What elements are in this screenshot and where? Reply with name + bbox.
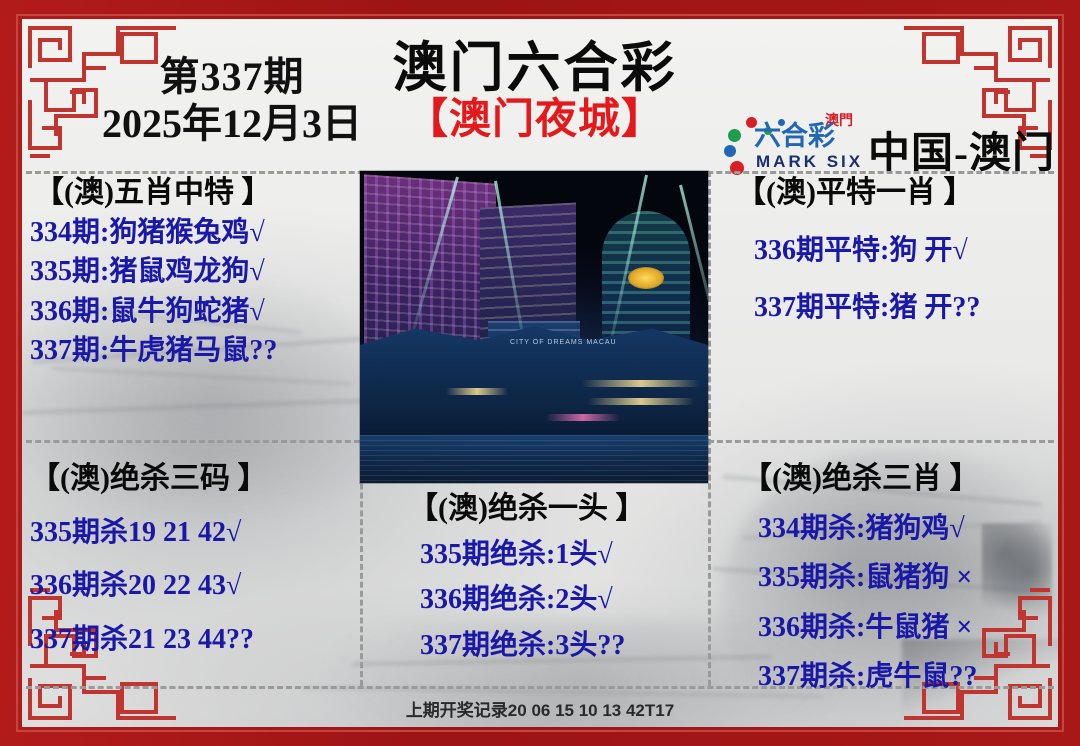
poster-header: 第337期 2025年12月3日 澳门六合彩 【澳门夜城】 澳門 六合彩 MAR… (22, 19, 1058, 177)
region-label: 中国-澳门 (868, 131, 1055, 177)
previous-draw-record: 上期开奖记录20 06 15 10 13 42T17 (405, 701, 675, 720)
panel-juesha-yitou: 【(澳)绝杀一头 】 335期绝杀:1头√ 336期绝杀:2头√ 337期绝杀:… (408, 492, 645, 661)
issue-block: 第337期 2025年12月3日 (102, 57, 362, 145)
photo-glow (546, 414, 620, 421)
panel-row: 337期杀:虎牛鼠?? (758, 661, 978, 693)
panel-row: 335期:猪鼠鸡龙狗√ (30, 256, 265, 288)
panel-row: 336期杀:牛鼠猪 × (758, 611, 973, 643)
issue-date: 2025年12月3日 (102, 101, 362, 146)
ink-wash-blob-left (22, 269, 402, 529)
panel-title: 【(澳)平特一肖 】 (736, 176, 974, 209)
inner-frame-line (16, 14, 1064, 732)
panel-row: 335期杀:鼠猪狗 × (758, 562, 973, 594)
panel-row: 337期绝杀:3头?? (420, 629, 626, 661)
logo-macau-label: 澳門 (825, 114, 853, 129)
photo-podium (360, 326, 708, 437)
panel-juesha-sanxiao: 【(澳)绝杀三肖 】 334期杀:猪狗鸡√ 335期杀:鼠猪狗 × 336期杀:… (742, 462, 979, 692)
panel-juesha-sanma: 【(澳)绝杀三码 】 335期杀19 21 42√ 336期杀20 22 43√… (30, 462, 267, 655)
page-title: 澳门六合彩 (392, 38, 678, 98)
panel-title: 【(澳)绝杀三肖 】 (742, 462, 980, 495)
logo-chinese-name: 六合彩 (754, 121, 835, 151)
issue-number: 第337期 (159, 54, 305, 99)
panel-row: 337期:牛虎猪马鼠?? (30, 335, 278, 367)
panel-row: 336期绝杀:2头√ (420, 584, 613, 616)
panel-row: 336期平特:狗 开√ (754, 235, 968, 266)
mark-six-logo: 澳門 六合彩 MARK SIX (722, 115, 862, 177)
panel-title: 【(澳)绝杀一头 】 (408, 492, 646, 525)
panel-pingte-yixiao: 【(澳)平特一肖 】 336期平特:狗 开√ 337期平特:猪 开?? (736, 176, 980, 324)
panel-row: 334期杀:猪狗鸡√ (758, 513, 965, 544)
title-block: 澳门六合彩 【澳门夜城】 (340, 38, 730, 144)
panel-wuxiao-zhongte: 【(澳)五肖中特 】 334期:狗猪猴兔鸡√ 335期:猪鼠鸡龙狗√ 336期:… (30, 176, 277, 366)
panel-row: 336期:鼠牛狗蛇猪√ (30, 295, 265, 327)
panel-row: 337期杀21 23 44?? (30, 623, 255, 655)
panel-title: 【(澳)五肖中特 】 (34, 176, 272, 209)
paper-background (22, 19, 1058, 727)
logo-english-name: MARK SIX (756, 152, 864, 171)
photo-glow (446, 388, 508, 395)
photo-sign-text: CITY OF DREAMS MACAU (510, 339, 617, 346)
panel-row: 336期杀20 22 43√ (30, 570, 242, 602)
panel-row: 334期:狗猪猴兔鸡√ (30, 217, 265, 248)
page-subtitle: 【澳门夜城】 (405, 97, 664, 144)
photo-glow (582, 380, 700, 387)
ink-wash-blob-bottom (322, 619, 842, 727)
panel-title: 【(澳)绝杀三码 】 (30, 462, 268, 495)
ink-tree-silhouette (982, 524, 1052, 634)
photo-water-reflection (360, 435, 708, 483)
macau-night-photo: CITY OF DREAMS MACAU (360, 171, 708, 483)
photo-glow (588, 398, 694, 405)
panel-row: 335期绝杀:1头√ (420, 539, 613, 570)
panel-row: 337期平特:猪 开?? (754, 292, 981, 324)
panel-row: 335期杀19 21 42√ (30, 517, 242, 548)
